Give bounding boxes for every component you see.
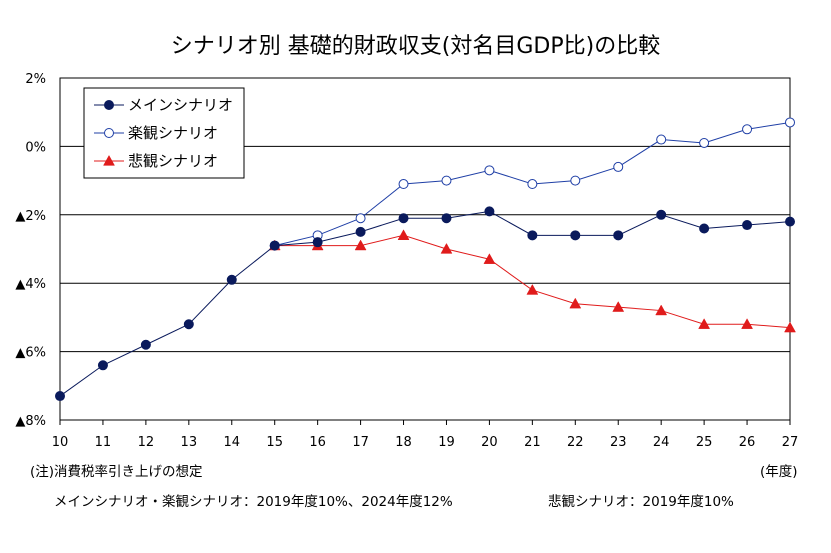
data-point-main [613,230,624,241]
x-tick-label: 13 [181,435,198,450]
data-point-optimistic [398,179,409,190]
data-point-pessimistic [784,321,796,333]
data-point-main [398,213,409,224]
x-tick-label: 22 [567,435,584,450]
data-point-main [742,220,753,231]
data-point-main [55,391,65,402]
axis-layer: 2% 0% ▲2% ▲4% ▲6% ▲8% 10 11 12 13 14 15 16 17 18 19 20 21… [15,72,798,450]
x-tick-label: 20 [481,435,498,450]
y-tick-label: ▲2% [15,209,46,224]
x-tick-label: 25 [696,435,713,450]
chart-title: シナリオ別 基礎的財政収支(対名目GDP比)の比較 [170,34,661,59]
x-tick-label: 26 [739,435,756,450]
data-point-main [355,226,366,237]
data-point-main [527,230,538,241]
data-point-pessimistic [741,318,753,329]
data-point-main [183,319,194,330]
legend-label: 楽観シナリオ [128,124,218,142]
data-point-main [484,206,495,217]
series-layer [55,117,796,402]
data-point-optimistic [699,137,710,148]
series-line-main [59,210,791,397]
data-point-pessimistic [698,318,711,329]
y-tick-label: 2% [25,72,46,87]
data-point-pessimistic [397,229,410,240]
note-assumption: (注)消費税率引き上げの想定 [30,464,203,480]
note-main-optimistic: メインシナリオ・楽観シナリオ：2019年度10%、2024年度12% [54,494,453,510]
data-point-optimistic [742,124,753,135]
x-tick-label: 15 [266,435,283,450]
x-tick-label: 21 [524,435,541,450]
data-point-main [97,360,108,371]
data-point-pessimistic [612,301,625,312]
data-point-optimistic [355,213,366,224]
data-point-pessimistic [483,253,496,264]
x-tick-label: 14 [223,435,240,450]
note-pessimistic: 悲観シナリオ：2019年度10% [548,494,734,510]
x-tick-label: 24 [653,435,670,450]
data-point-pessimistic [440,242,453,254]
data-point-main [570,230,581,241]
data-point-optimistic [441,175,452,186]
data-point-main [140,339,151,350]
data-point-main [226,274,237,285]
y-tick-label: ▲8% [15,414,46,429]
y-tick-label: ▲4% [15,277,46,292]
legend-label: メインシナリオ [128,96,233,114]
x-tick-label: 18 [395,435,412,450]
data-point-optimistic [527,179,538,190]
data-point-optimistic [656,134,667,145]
data-point-main [269,240,280,251]
data-point-pessimistic [655,304,668,316]
data-point-optimistic [484,165,495,176]
x-tick-label: 23 [610,435,627,450]
legend-swatch-marker [104,100,114,110]
data-point-main [699,223,710,234]
legend-label: 悲観シナリオ [128,152,218,170]
data-point-main [312,237,323,248]
x-tick-label: 12 [138,435,155,450]
data-point-optimistic [570,175,581,186]
y-tick-label: 0% [25,140,46,155]
data-point-optimistic [613,161,624,172]
legend-swatch-marker [103,154,115,166]
data-point-pessimistic [569,297,582,309]
data-point-main [656,209,667,220]
x-tick-label: 10 [52,435,69,450]
data-point-main [441,213,452,224]
y-tick-label: ▲6% [15,346,46,361]
data-point-pessimistic [354,239,367,251]
legend-swatch-marker [104,128,114,138]
data-point-main [785,216,795,227]
data-point-optimistic [785,117,795,128]
x-tick-label: 17 [352,435,369,450]
data-point-pessimistic [526,284,539,295]
x-tick-label: 11 [95,435,112,450]
x-tick-label: 16 [309,435,326,450]
x-tick-label: 27 [782,435,799,450]
x-axis-unit: (年度) [760,464,798,480]
x-tick-label: 19 [438,435,455,450]
series-line-pessimistic [274,234,791,329]
